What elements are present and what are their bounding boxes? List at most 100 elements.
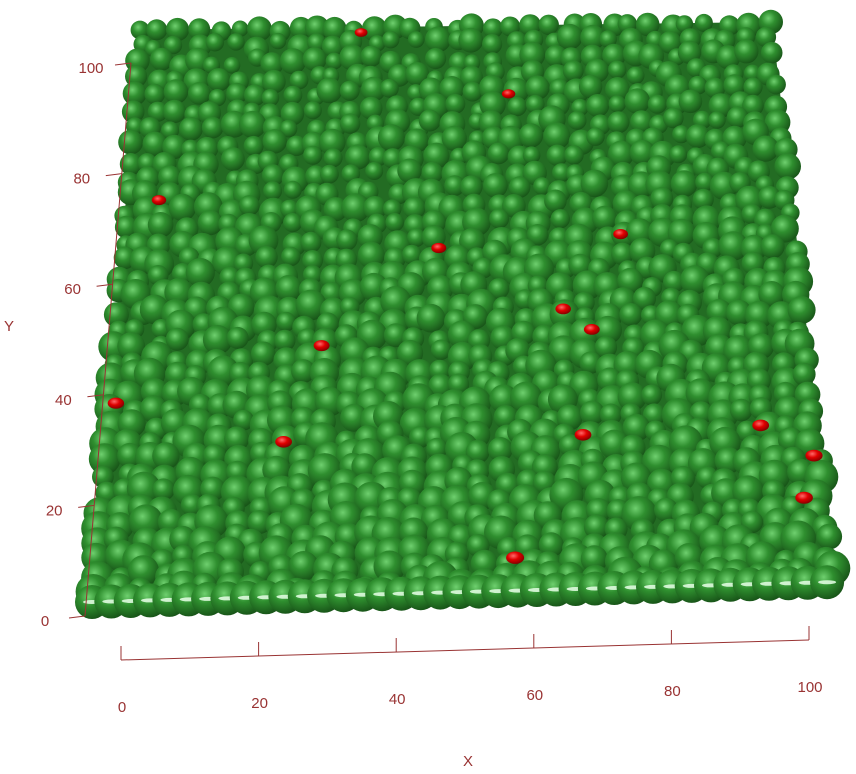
green-sphere <box>507 96 527 117</box>
green-sphere <box>479 91 506 118</box>
green-sphere <box>562 60 584 82</box>
red-sphere-point <box>805 449 823 462</box>
green-sphere <box>207 68 231 92</box>
green-sphere <box>716 45 741 70</box>
green-sphere <box>647 94 667 114</box>
green-sphere <box>238 195 260 216</box>
green-sphere <box>586 127 605 146</box>
green-sphere <box>226 326 249 349</box>
green-sphere <box>489 208 510 229</box>
x-tick-label: 60 <box>526 687 543 704</box>
green-sphere <box>626 66 645 85</box>
green-sphere <box>152 478 175 501</box>
red-sphere-point <box>583 324 600 335</box>
green-sphere <box>336 229 358 251</box>
green-sphere <box>243 135 264 156</box>
green-sphere <box>482 18 503 39</box>
green-sphere <box>677 40 702 64</box>
sphere-highlight <box>818 580 837 585</box>
green-sphere <box>692 188 714 210</box>
green-sphere <box>722 125 747 151</box>
green-sphere <box>179 116 203 141</box>
green-sphere <box>685 378 715 408</box>
y-tick <box>68 615 86 619</box>
green-sphere <box>130 20 150 40</box>
y-tick <box>87 394 104 398</box>
green-sphere <box>262 129 287 154</box>
green-sphere <box>460 175 483 198</box>
green-sphere <box>445 93 466 114</box>
green-sphere <box>573 291 595 314</box>
green-sphere <box>409 97 428 116</box>
green-sphere <box>525 94 545 114</box>
green-sphere <box>261 89 280 107</box>
green-sphere <box>323 148 343 168</box>
y-tick-label: 40 <box>55 392 72 409</box>
green-sphere <box>743 64 762 82</box>
y-tick <box>114 62 132 66</box>
green-sphere <box>594 336 618 359</box>
green-sphere <box>275 275 303 302</box>
green-sphere <box>564 145 584 165</box>
y-tick-label: 100 <box>78 60 103 77</box>
green-sphere <box>658 31 682 54</box>
green-sphere <box>351 453 378 480</box>
green-sphere <box>774 153 801 180</box>
green-sphere <box>642 403 666 427</box>
green-sphere <box>599 30 617 48</box>
green-sphere <box>180 494 203 517</box>
green-sphere <box>766 74 786 95</box>
green-sphere <box>307 33 326 53</box>
red-sphere-point <box>313 340 330 352</box>
green-sphere <box>247 16 272 42</box>
green-sphere <box>279 48 306 75</box>
green-sphere <box>425 47 447 70</box>
red-sphere-point <box>501 89 516 99</box>
green-sphere <box>385 213 405 232</box>
x-tick-label: 100 <box>797 679 822 696</box>
green-sphere <box>619 303 643 326</box>
green-sphere <box>263 181 283 201</box>
green-sphere <box>578 74 603 99</box>
green-sphere <box>380 78 399 98</box>
green-sphere <box>663 107 684 129</box>
green-sphere <box>142 131 168 157</box>
green-sphere <box>303 145 323 165</box>
y-tick-label: 0 <box>41 613 49 630</box>
y-axis-label: Y <box>4 318 14 335</box>
green-sphere <box>243 84 266 107</box>
green-sphere <box>650 187 674 210</box>
green-sphere <box>152 442 180 470</box>
red-sphere-point <box>613 229 628 240</box>
green-sphere <box>359 96 383 120</box>
green-sphere <box>291 359 316 384</box>
green-sphere <box>421 161 444 184</box>
green-sphere <box>316 77 343 104</box>
green-sphere <box>321 35 344 58</box>
green-sphere <box>147 101 168 122</box>
green-sphere <box>289 70 309 90</box>
green-sphere <box>760 234 785 259</box>
green-sphere <box>150 47 173 71</box>
axes: 0 20 40 60 80 100 0 20 40 60 80 100 <box>41 60 823 716</box>
red-sphere-point <box>354 28 368 37</box>
green-sphere <box>279 119 298 138</box>
green-sphere <box>488 278 510 300</box>
green-sphere <box>708 93 734 118</box>
green-sphere <box>345 144 371 170</box>
green-sphere <box>580 169 609 198</box>
green-sphere <box>792 362 816 386</box>
green-sphere <box>622 413 651 442</box>
green-sphere <box>599 403 622 426</box>
x-tick-label: 0 <box>118 699 126 716</box>
green-sphere <box>325 52 343 70</box>
green-sphere <box>526 224 549 246</box>
green-sphere <box>114 215 138 239</box>
y-tick-label: 20 <box>46 502 63 519</box>
green-sphere <box>416 303 446 333</box>
green-sphere <box>383 323 408 348</box>
green-sphere <box>163 35 183 55</box>
green-sphere <box>365 162 384 180</box>
green-sphere <box>611 242 634 266</box>
